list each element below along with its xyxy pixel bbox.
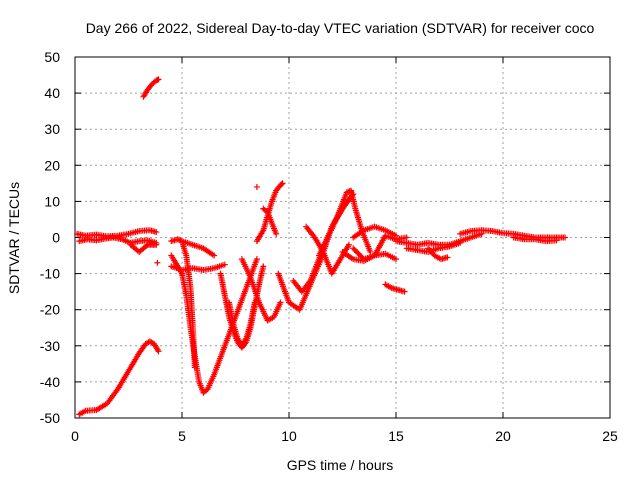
data-point <box>403 234 410 241</box>
series-band-5-7h <box>168 261 228 273</box>
data-point <box>277 299 284 306</box>
series-loop-8h-b <box>226 299 258 349</box>
data-point <box>253 183 260 190</box>
data-point <box>562 234 569 241</box>
data-point <box>273 230 280 237</box>
data-point <box>367 248 374 255</box>
series-spike-9-10h <box>253 180 286 245</box>
data-point <box>354 249 361 256</box>
data-point <box>153 229 160 236</box>
x-tick-label: 10 <box>281 428 297 444</box>
series-flat-late-a <box>393 230 485 248</box>
data-point <box>352 248 359 255</box>
series-flat-late-b <box>403 239 464 255</box>
series-flat-13-15h <box>339 248 399 264</box>
data-point <box>260 263 267 270</box>
data-point <box>355 250 362 257</box>
y-tick-label: 20 <box>44 157 60 173</box>
data-point <box>155 348 162 355</box>
data-point <box>153 241 160 248</box>
series-arc-12h-b <box>303 223 352 277</box>
x-tick-label: 20 <box>495 428 511 444</box>
series-loop-14h <box>350 223 399 241</box>
y-tick-label: -30 <box>40 338 60 354</box>
series-descending-5h <box>168 236 198 371</box>
series-flat-21-23h-low <box>510 234 560 245</box>
y-tick-label: 0 <box>52 230 60 246</box>
data-points <box>74 76 569 418</box>
x-tick-label: 25 <box>602 428 618 444</box>
y-tick-label: -40 <box>40 374 60 390</box>
data-point <box>221 261 228 268</box>
y-tick-label: 30 <box>44 121 60 137</box>
data-point <box>155 76 162 83</box>
series-rising-9h <box>238 256 284 324</box>
series-dip-3h <box>127 241 160 255</box>
series-isolated <box>154 259 161 266</box>
series-dip-17h <box>425 245 451 263</box>
x-tick-label: 0 <box>71 428 79 444</box>
y-axis-label: SDTVAR / TECUs <box>6 182 22 294</box>
y-tick-label: 10 <box>44 193 60 209</box>
data-point <box>278 181 285 188</box>
data-point <box>356 252 363 259</box>
data-point <box>351 246 358 253</box>
y-tick-label: -50 <box>40 410 60 426</box>
series-low-15h <box>382 281 408 295</box>
data-point <box>350 245 357 252</box>
x-tick-label: 15 <box>388 428 404 444</box>
data-point <box>444 254 451 261</box>
data-point <box>358 253 365 260</box>
data-point <box>401 288 408 295</box>
chart-title: Day 266 of 2022, Sidereal Day-to-day VTE… <box>86 20 595 36</box>
data-point <box>211 252 218 259</box>
y-tick-label: -10 <box>40 266 60 282</box>
data-point <box>191 364 198 371</box>
x-axis-label: GPS time / hours <box>287 457 394 473</box>
series-upper-5-7h <box>179 238 218 259</box>
data-point <box>457 239 464 246</box>
y-tick-label: -20 <box>40 302 60 318</box>
data-point <box>253 256 260 263</box>
x-tick-label: 5 <box>178 428 186 444</box>
data-point <box>154 259 161 266</box>
data-point <box>553 237 560 244</box>
data-point <box>279 180 286 187</box>
series-rising-arc <box>76 338 162 418</box>
data-point <box>345 241 352 248</box>
data-point <box>393 232 399 239</box>
series-cluster-9h <box>260 205 280 237</box>
y-tick-label: 40 <box>44 85 60 101</box>
y-tick-label: 50 <box>44 49 60 65</box>
series-isolated-14 <box>253 183 260 190</box>
ticks: 0 5 10 15 20 25 -50 -40 -30 -20 -10 0 10 20 30 40 50 <box>40 49 618 444</box>
data-point <box>393 256 399 263</box>
series-high-arc <box>140 76 162 100</box>
series-loop-8h <box>217 263 267 351</box>
